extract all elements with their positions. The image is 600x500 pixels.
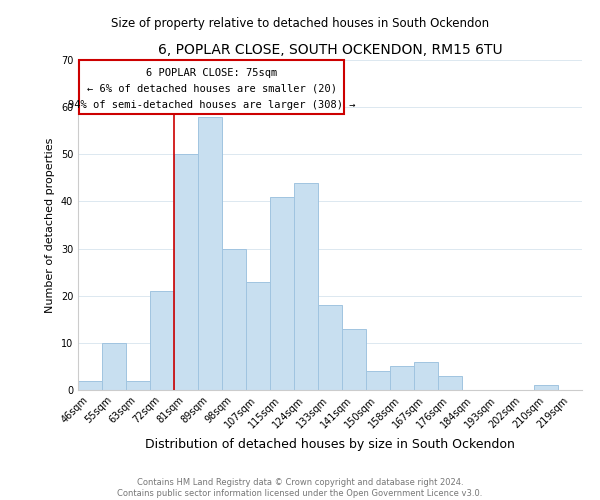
Bar bbox=[438, 376, 462, 390]
Text: 6 POPLAR CLOSE: 75sqm: 6 POPLAR CLOSE: 75sqm bbox=[146, 68, 277, 78]
Title: 6, POPLAR CLOSE, SOUTH OCKENDON, RM15 6TU: 6, POPLAR CLOSE, SOUTH OCKENDON, RM15 6T… bbox=[158, 44, 502, 58]
Bar bbox=[126, 380, 150, 390]
Bar bbox=[318, 305, 342, 390]
Bar bbox=[102, 343, 126, 390]
Bar bbox=[390, 366, 414, 390]
Bar bbox=[174, 154, 198, 390]
Bar bbox=[246, 282, 270, 390]
Bar bbox=[534, 386, 558, 390]
Text: Size of property relative to detached houses in South Ockendon: Size of property relative to detached ho… bbox=[111, 18, 489, 30]
Bar bbox=[198, 116, 222, 390]
Bar bbox=[342, 328, 366, 390]
Text: ← 6% of detached houses are smaller (20): ← 6% of detached houses are smaller (20) bbox=[87, 84, 337, 94]
X-axis label: Distribution of detached houses by size in South Ockendon: Distribution of detached houses by size … bbox=[145, 438, 515, 451]
Text: Contains HM Land Registry data © Crown copyright and database right 2024.
Contai: Contains HM Land Registry data © Crown c… bbox=[118, 478, 482, 498]
Bar bbox=[294, 182, 318, 390]
Bar bbox=[78, 380, 102, 390]
Bar bbox=[150, 291, 174, 390]
Y-axis label: Number of detached properties: Number of detached properties bbox=[45, 138, 55, 312]
Bar bbox=[222, 248, 246, 390]
Bar bbox=[366, 371, 390, 390]
Text: 94% of semi-detached houses are larger (308) →: 94% of semi-detached houses are larger (… bbox=[68, 100, 356, 110]
FancyBboxPatch shape bbox=[79, 60, 344, 114]
Bar bbox=[270, 196, 294, 390]
Bar bbox=[414, 362, 438, 390]
